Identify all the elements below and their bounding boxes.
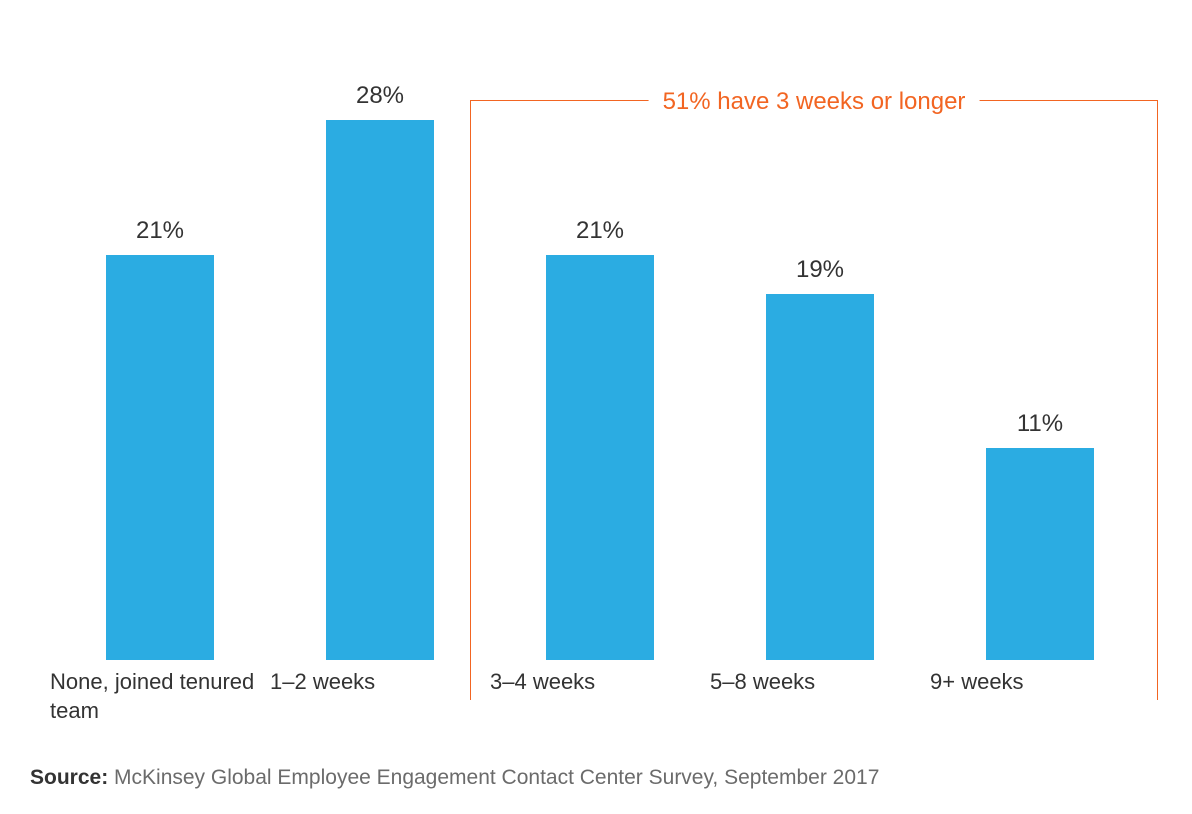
source-text: McKinsey Global Employee Engagement Cont… [108,766,879,789]
category-label-1: 1–2 weeks [270,668,490,725]
source-prefix: Source: [30,766,108,789]
plot-area: 51% have 3 weeks or longer 21% 28% 21% 1… [50,70,1150,660]
bar-value-0: 21% [136,217,184,245]
category-label-4: 9+ weeks [930,668,1150,725]
category-label-3: 5–8 weeks [710,668,930,725]
source-line: Source: McKinsey Global Employee Engagem… [30,766,879,790]
bar-chart: 51% have 3 weeks or longer 21% 28% 21% 1… [50,20,1150,720]
category-label-2: 3–4 weeks [490,668,710,725]
bar-value-3: 19% [796,256,844,284]
bar-slot-0: 21% [50,217,270,660]
bars: 21% 28% 21% 19% 11% [50,70,1150,660]
bar-value-4: 11% [1017,410,1063,438]
bar-value-1: 28% [356,82,404,110]
bar-slot-3: 19% [710,256,930,660]
bar-slot-2: 21% [490,217,710,660]
bar-1 [326,120,434,660]
bar-2 [546,255,654,660]
bar-3 [766,294,874,660]
category-labels: None, joined tenured team 1–2 weeks 3–4 … [50,668,1150,725]
bar-slot-4: 11% [930,410,1150,660]
bar-slot-1: 28% [270,82,490,660]
bar-4 [986,448,1094,660]
bar-value-2: 21% [576,217,624,245]
bar-0 [106,255,214,660]
category-label-0: None, joined tenured team [50,668,270,725]
